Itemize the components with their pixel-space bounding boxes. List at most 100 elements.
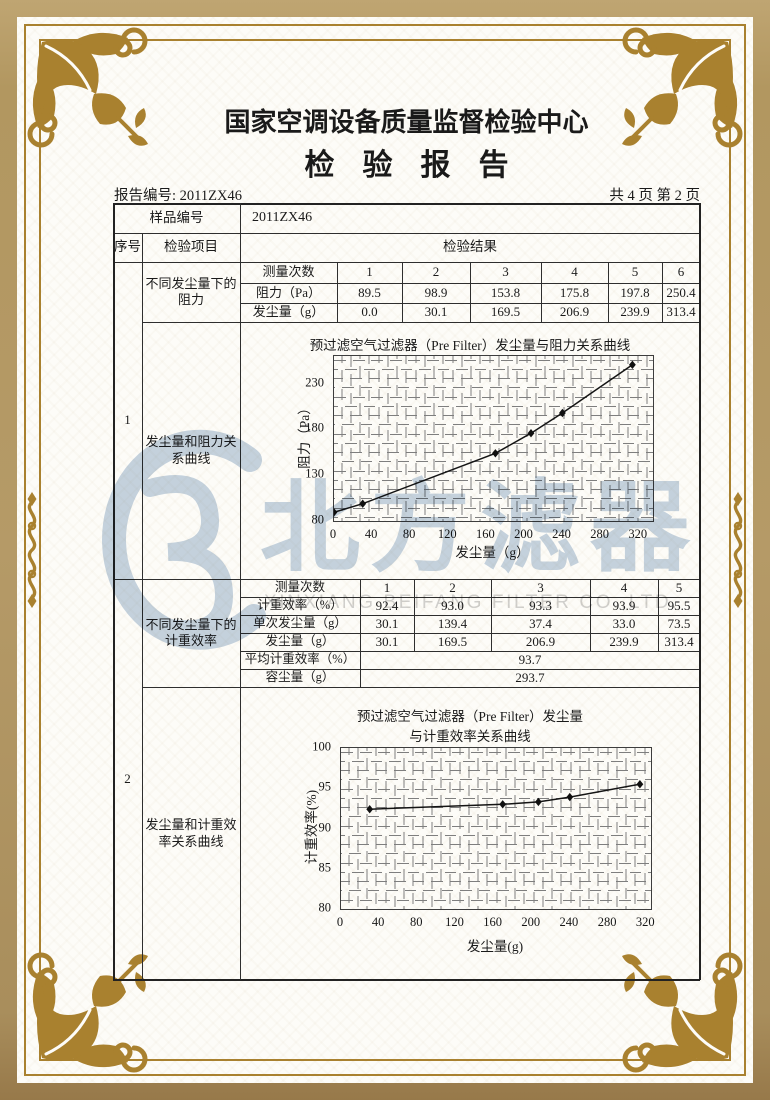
table-rule bbox=[699, 203, 701, 980]
table-value: 206.9 bbox=[525, 633, 556, 649]
table-value: 98.9 bbox=[424, 284, 448, 300]
row-label: 阻力（Pa） bbox=[255, 284, 321, 300]
x-tick-label: 200 bbox=[514, 527, 533, 541]
table-value: 197.8 bbox=[620, 284, 650, 300]
table-value: 239.9 bbox=[620, 304, 650, 320]
row-label: 发尘量（g） bbox=[265, 634, 335, 649]
x-tick-label: 120 bbox=[437, 527, 457, 541]
table-rule bbox=[491, 579, 492, 651]
table-rule bbox=[470, 262, 471, 322]
section2-item-curve: 发尘量和计重效率关系曲线 bbox=[145, 817, 237, 849]
table-rule bbox=[113, 262, 700, 263]
x-tick-label: 40 bbox=[364, 527, 378, 541]
y-axis-label: 计重效率(%) bbox=[304, 789, 319, 865]
x-tick-label: 240 bbox=[552, 527, 571, 541]
table-rule bbox=[402, 262, 403, 322]
y-tick-label: 80 bbox=[318, 900, 332, 915]
table-value: 73.5 bbox=[667, 615, 691, 631]
table-rule bbox=[240, 633, 700, 634]
y-tick-label: 180 bbox=[305, 420, 324, 435]
section2-seq: 2 bbox=[124, 771, 131, 787]
paper-sheet bbox=[17, 17, 753, 1083]
table-value: 250.4 bbox=[666, 284, 696, 300]
x-tick-label: 240 bbox=[559, 915, 579, 929]
table-rule bbox=[240, 615, 700, 616]
row-label: 容尘量（g） bbox=[265, 670, 335, 685]
chart-title-line2: 与计重效率关系曲线 bbox=[409, 729, 531, 744]
x-tick-label: 320 bbox=[628, 527, 648, 541]
row-label: 测量次数 bbox=[262, 264, 315, 280]
y-tick-label: 95 bbox=[318, 779, 332, 794]
row-label: 单次发尘量（g） bbox=[253, 616, 347, 631]
scroll-ornament-icon bbox=[27, 492, 37, 608]
table-rule bbox=[541, 262, 542, 322]
x-tick-label: 0 bbox=[336, 915, 344, 929]
corner-ornament-icon bbox=[27, 952, 148, 1073]
dust-capacity-value: 293.7 bbox=[515, 669, 545, 685]
table-value: 139.4 bbox=[437, 615, 468, 631]
section1-item: 不同发尘量下的阻力 bbox=[145, 275, 237, 307]
x-tick-label: 160 bbox=[483, 915, 502, 929]
table-value: 153.8 bbox=[490, 284, 521, 300]
report-number: 报告编号: 2011ZX46 bbox=[114, 188, 242, 204]
report-title: 检验报告 bbox=[304, 148, 537, 183]
table-value: 89.5 bbox=[358, 284, 381, 300]
row-label: 测量次数 bbox=[274, 580, 325, 595]
row-label: 发尘量（g） bbox=[252, 304, 325, 320]
table-rule bbox=[590, 579, 591, 651]
table-value: 2 bbox=[449, 579, 456, 595]
y-tick-label: 230 bbox=[305, 375, 324, 389]
table-value: 93.0 bbox=[441, 597, 464, 613]
column-header-result: 检验结果 bbox=[443, 239, 497, 255]
table-value: 169.5 bbox=[437, 633, 468, 649]
table-rule bbox=[113, 233, 700, 234]
x-tick-label: 280 bbox=[597, 915, 617, 929]
table-rule bbox=[414, 579, 415, 651]
sample-no-label: 样品编号 bbox=[149, 209, 204, 225]
table-rule bbox=[337, 262, 338, 322]
table-rule bbox=[240, 651, 700, 652]
table-rule bbox=[360, 579, 361, 687]
column-header-item: 检验项目 bbox=[164, 239, 218, 255]
x-tick-label: 40 bbox=[371, 915, 385, 929]
table-value: 175.8 bbox=[559, 284, 590, 300]
corner-ornament-icon bbox=[27, 27, 148, 148]
x-tick-label: 280 bbox=[590, 527, 609, 541]
efficiency-chart: 预过滤空气过滤器（Pre Filter）发尘量 与计重效率关系曲线 计重效率(%… bbox=[240, 687, 700, 980]
section1-item-curve: 发尘量和阻力关系曲线 bbox=[145, 434, 237, 466]
x-tick-label: 320 bbox=[635, 915, 655, 929]
table-value: 3 bbox=[502, 264, 509, 280]
x-tick-label: 80 bbox=[402, 527, 416, 541]
corner-ornament-icon bbox=[622, 27, 743, 148]
table-value: 93.3 bbox=[529, 597, 552, 613]
table-value: 4 bbox=[571, 264, 578, 280]
page-number-info: 共 4 页 第 2 页 bbox=[609, 188, 700, 204]
table-value: 30.1 bbox=[375, 633, 399, 649]
sample-no-value: 2011ZX46 bbox=[252, 210, 313, 226]
table-value: 92.4 bbox=[375, 597, 399, 613]
table-rule bbox=[142, 687, 700, 688]
section1-seq: 1 bbox=[124, 412, 131, 428]
row-label: 计重效率（%） bbox=[257, 598, 343, 613]
y-tick-label: 80 bbox=[311, 512, 325, 527]
table-value: 2 bbox=[432, 264, 440, 280]
table-value: 5 bbox=[675, 579, 683, 595]
y-tick-label: 90 bbox=[318, 820, 332, 834]
chart-plot-area bbox=[340, 747, 652, 910]
y-tick-label: 100 bbox=[312, 739, 331, 754]
table-rule bbox=[113, 203, 700, 205]
y-tick-label: 85 bbox=[318, 860, 332, 875]
scroll-ornament-icon bbox=[733, 492, 743, 608]
table-rule bbox=[142, 322, 700, 323]
table-value: 6 bbox=[677, 264, 685, 280]
table-rule bbox=[113, 579, 700, 580]
table-value: 95.5 bbox=[667, 597, 691, 613]
table-value: 4 bbox=[620, 579, 628, 595]
table-value: 169.5 bbox=[490, 304, 521, 320]
table-rule bbox=[240, 669, 700, 670]
table-value: 206.9 bbox=[559, 304, 590, 320]
table-value: 30.1 bbox=[424, 304, 448, 320]
x-axis-label: 发尘量(g) bbox=[466, 939, 524, 954]
